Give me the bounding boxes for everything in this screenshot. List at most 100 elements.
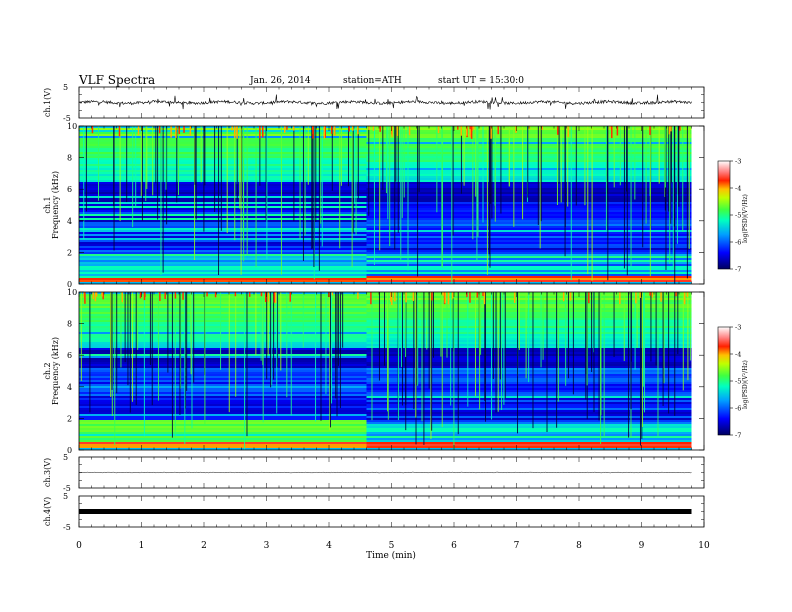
freq-band	[79, 446, 367, 448]
freq-band	[366, 192, 692, 194]
freq-band	[366, 138, 692, 140]
freq-band	[366, 168, 692, 170]
sferic-streak	[431, 292, 433, 431]
speckle	[274, 292, 277, 304]
sferic-streak	[537, 126, 539, 225]
freq-band	[79, 414, 367, 416]
freq-band	[366, 410, 692, 412]
y-tick-label: 0	[67, 280, 72, 289]
sferic-streak	[293, 126, 295, 222]
y-tick-label: 8	[67, 154, 72, 163]
freq-band	[79, 324, 367, 326]
sferic-streak	[558, 126, 560, 184]
speckle	[236, 126, 238, 135]
colorbar-2	[717, 326, 731, 436]
freq-band	[79, 406, 367, 408]
colorbar-tick-label: -7	[735, 266, 741, 274]
sferic-streak	[451, 126, 453, 284]
freq-band	[79, 140, 367, 142]
sferic-streak	[643, 292, 645, 413]
sferic-streak	[194, 126, 196, 185]
freq-band	[79, 242, 367, 244]
sferic-streak	[480, 292, 482, 355]
freq-band	[366, 256, 692, 258]
freq-band	[366, 194, 692, 196]
freq-band	[79, 272, 367, 274]
speckle	[469, 292, 471, 303]
sferic-streak	[385, 126, 387, 194]
freq-band	[79, 282, 367, 284]
y-axis-label: ch.3(V)	[43, 458, 52, 487]
freq-band	[366, 382, 692, 384]
freq-band	[79, 176, 367, 178]
sferic-streak	[504, 292, 506, 399]
speckle	[234, 126, 236, 138]
freq-band	[79, 356, 367, 358]
x-tick-label: 7	[514, 541, 520, 551]
sferic-streak	[641, 292, 643, 439]
speckle	[312, 126, 314, 135]
sferic-streak	[676, 126, 678, 244]
speckle	[118, 126, 121, 137]
freq-band	[79, 164, 367, 166]
sferic-streak	[166, 126, 168, 225]
speckle	[635, 292, 637, 304]
speckle	[472, 126, 475, 130]
freq-band	[79, 308, 367, 310]
sferic-streak	[494, 126, 496, 206]
freq-band	[79, 166, 367, 168]
sferic-streak	[642, 126, 644, 248]
sferic-streak	[650, 292, 652, 362]
sferic-streak	[557, 292, 559, 402]
freq-band	[79, 126, 367, 128]
freq-band	[79, 366, 367, 368]
sferic-streak	[286, 292, 288, 398]
sferic-streak	[671, 126, 673, 183]
speckle	[611, 126, 613, 139]
freq-band	[79, 338, 367, 340]
freq-band	[366, 442, 692, 444]
sferic-streak	[151, 292, 153, 406]
panel-frame	[78, 86, 705, 119]
sferic-streak	[234, 126, 236, 241]
freq-band	[79, 136, 367, 138]
sferic-streak	[162, 126, 164, 273]
freq-band	[79, 230, 367, 232]
sferic-streak	[665, 126, 667, 270]
sferic-streak	[508, 126, 510, 187]
sferic-streak	[200, 126, 202, 183]
sferic-streak	[639, 292, 641, 446]
freq-band	[79, 310, 367, 312]
speckle	[379, 126, 381, 132]
freq-band	[79, 254, 367, 256]
freq-band	[366, 208, 692, 210]
sferic-streak	[542, 292, 544, 360]
sferic-streak	[634, 292, 636, 370]
sferic-streak	[307, 126, 309, 185]
sferic-streak	[500, 126, 502, 214]
sferic-streak	[131, 292, 133, 402]
speckle	[569, 292, 572, 300]
sferic-streak	[241, 126, 243, 202]
freq-band	[79, 352, 367, 354]
panel-frame	[78, 291, 705, 451]
freq-band	[79, 380, 367, 382]
freq-band	[79, 412, 367, 414]
speckle	[466, 292, 468, 298]
sferic-streak	[194, 126, 196, 260]
freq-band	[79, 274, 367, 276]
freq-band	[79, 420, 367, 422]
freq-band	[366, 430, 692, 432]
sferic-streak	[522, 126, 524, 220]
speckle	[562, 292, 565, 302]
speckle	[483, 292, 486, 305]
freq-band	[79, 178, 367, 180]
sferic-streak	[403, 126, 405, 198]
colorbar-tick-label: -4	[735, 185, 741, 193]
freq-band	[366, 172, 692, 174]
speckle	[121, 292, 123, 303]
sferic-streak	[528, 292, 530, 383]
sferic-streak	[246, 126, 248, 256]
freq-band	[79, 212, 367, 214]
freq-band	[366, 390, 692, 392]
